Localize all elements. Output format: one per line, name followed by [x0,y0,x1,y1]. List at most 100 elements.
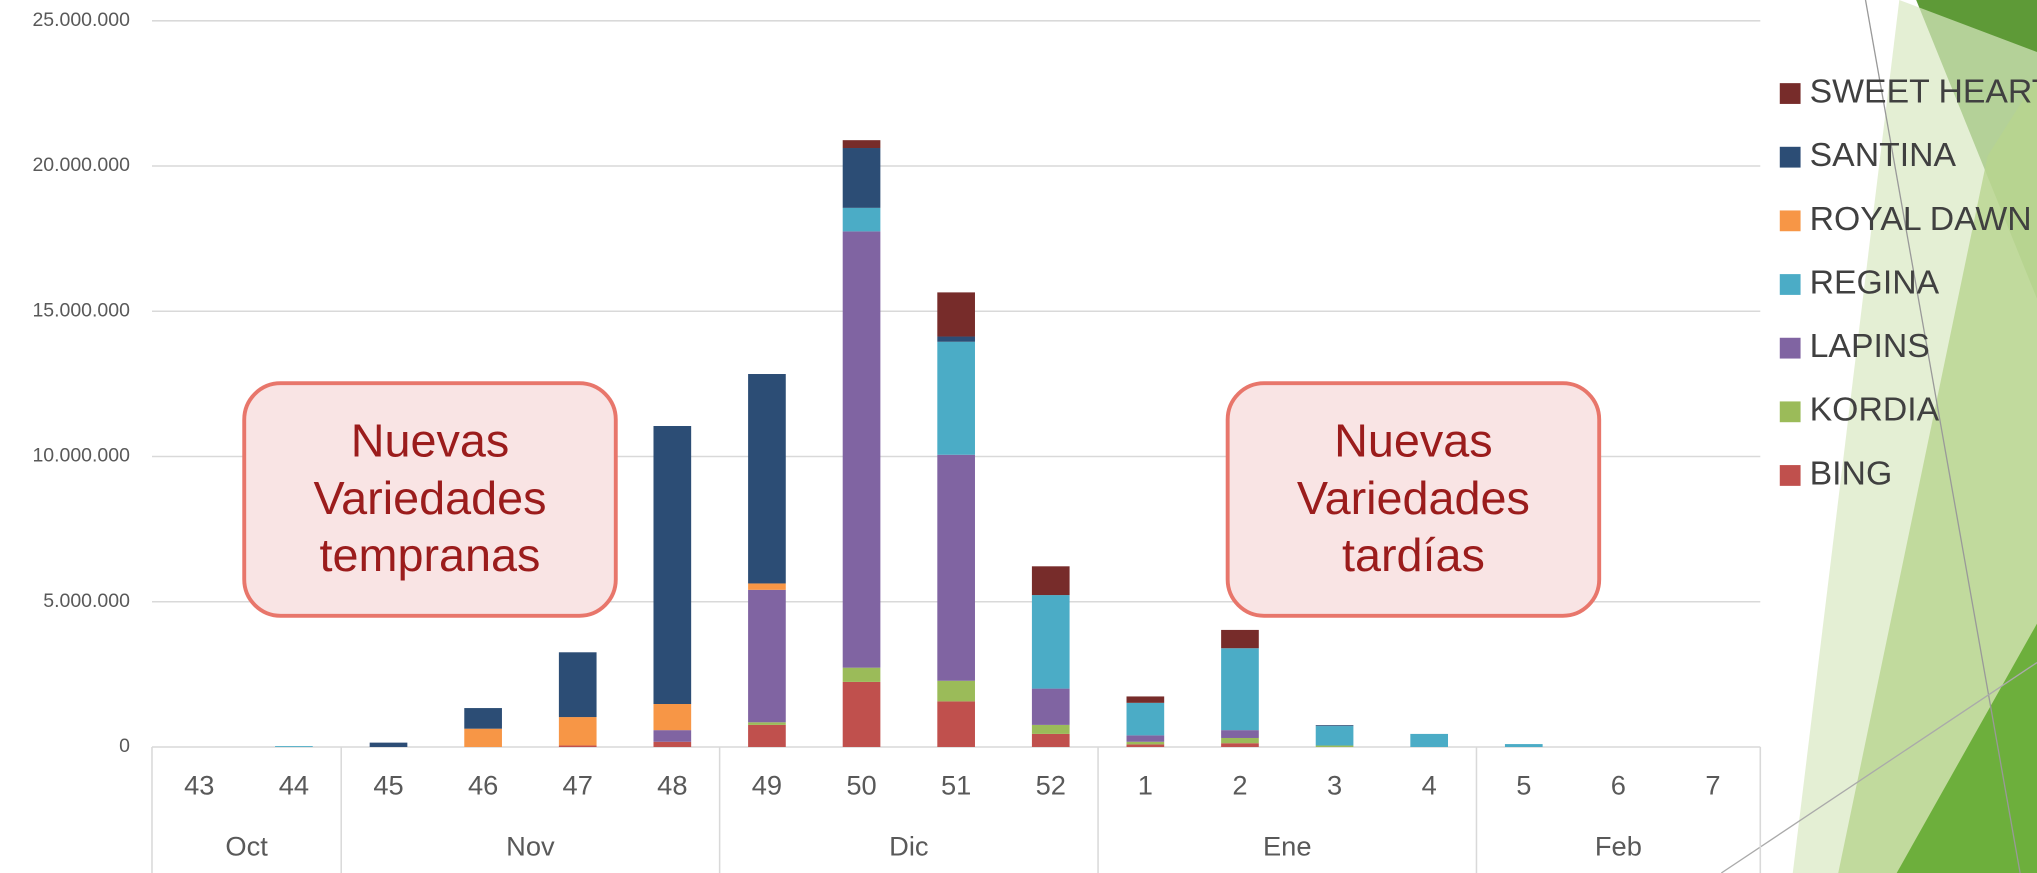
annotation-text: tardías [1342,529,1485,581]
annotation-box [242,381,618,618]
x-tick-label: 46 [468,769,498,800]
legend-label: KORDIA [1810,391,1940,429]
bar-segment [1031,566,1070,596]
group-label: Dic [889,831,928,862]
y-tick-label: 0 [119,735,130,757]
legend-swatch [1779,210,1801,232]
decoration [1720,0,2037,873]
legend-swatch [1779,465,1801,486]
bar-segment [558,717,597,746]
bar-segment [1221,629,1259,649]
group-label: Ene [1263,831,1312,862]
bar-segment [1126,741,1165,745]
x-tick-label: 44 [279,769,309,800]
bar-segment [464,708,502,729]
x-tick-label: 52 [1036,769,1066,800]
bar-segment [1031,595,1070,689]
bar-segment [1315,726,1354,746]
x-tick-label: 48 [657,769,687,800]
bar-segment [1126,744,1165,747]
legend-label: REGINA [1810,263,1940,301]
bar-segment [1315,725,1354,727]
annotation-text: Nuevas [1334,415,1493,467]
group-label: Feb [1595,831,1642,862]
bar-segment [1031,688,1070,725]
bar-segment [937,341,975,455]
bar-segment [1504,744,1543,747]
legend-label: BING [1810,454,1893,492]
legend-swatch [1779,274,1801,295]
bar-segment [558,652,597,718]
bar-segment [1315,745,1354,747]
x-tick-label: 2 [1232,769,1247,800]
y-tick-label: 10.000.000 [32,445,130,467]
bar-segment [1126,696,1165,703]
legend-label: SANTINA [1810,136,1957,174]
bar-segment [275,746,313,747]
bar-segment [1221,730,1259,738]
legend-swatch [1779,146,1801,168]
x-tick-label: 4 [1422,769,1437,800]
y-tick-label: 15.000.000 [32,299,130,321]
annotation-box [1225,381,1602,618]
bar-segment [842,681,881,747]
bar-segment [842,667,881,682]
bar-segment [1031,724,1070,734]
bar-segment [1221,737,1259,744]
x-tick-label: 51 [941,769,971,800]
x-tick-label: 45 [373,769,403,800]
bar-segment [748,583,786,590]
bar-segment [464,728,502,747]
bar-segment [748,374,786,584]
x-tick-label: 50 [846,769,876,800]
annotation-text: tempranas [320,529,541,581]
bar-segment [937,454,975,681]
x-tick-label: 3 [1327,769,1342,800]
bar-segment [937,680,975,702]
bar-segment [369,742,408,747]
y-tick-label: 5.000.000 [43,590,130,612]
bar-segment [937,701,975,747]
bar-segment [653,730,692,742]
bar-segment [1410,733,1449,747]
bar-segment [653,703,692,731]
bar-segment [937,292,975,337]
annotation-text: Variedades [313,472,546,524]
x-tick-label: 6 [1611,769,1626,800]
x-tick-label: 1 [1138,769,1153,800]
x-tick-label: 43 [184,769,214,800]
bar-segment [653,741,692,747]
legend-label: SWEET HEART [1810,72,2037,110]
bar-segment [748,722,786,725]
bar-segment [842,148,881,208]
legend-swatch [1779,401,1801,423]
legend-label: ROYAL DAWN [1810,200,2032,238]
legend-swatch [1779,83,1801,104]
bar-segment [1126,702,1165,736]
x-tick-label: 47 [563,769,593,800]
annotation-text: Nuevas [351,415,510,467]
bar-segment [1221,743,1259,747]
legend-swatch [1779,337,1801,359]
y-tick-label: 20.000.000 [32,154,130,176]
bar-segment [1031,733,1070,747]
bar-segment [1221,648,1259,731]
group-label: Nov [506,831,555,862]
bar-segment [842,207,881,232]
bar-segment [842,231,881,668]
bar-segment [748,724,786,747]
y-tick-label: 25.000.000 [32,9,130,31]
bar-segment [842,140,881,149]
x-tick-label: 7 [1705,769,1720,800]
bar-segment [748,589,786,723]
bar-segment [937,336,975,342]
x-tick-label: 5 [1516,769,1531,800]
annotation-text: Variedades [1297,472,1530,524]
group-label: Oct [225,831,268,862]
bar-segment [1126,735,1165,742]
bar-segment [653,426,692,704]
x-tick-label: 49 [752,769,782,800]
legend-label: LAPINS [1810,327,1930,365]
bar-segment [558,745,597,747]
